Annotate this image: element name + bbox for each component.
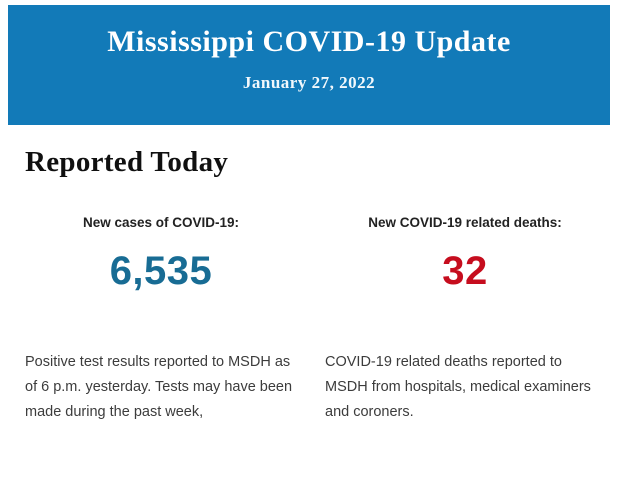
stat-label-new-cases: New cases of COVID-19: — [82, 215, 240, 230]
header-date: January 27, 2022 — [242, 73, 376, 92]
section-heading: Reported Today — [25, 146, 229, 178]
stat-label-deaths: New COVID-19 related deaths: — [368, 215, 562, 230]
stat-card-new-cases: New cases of COVID-19: 6,535 Positive te… — [25, 213, 297, 425]
stat-value-new-cases: 6,535 — [109, 249, 213, 293]
page-title: Mississippi COVID-19 Update — [107, 25, 511, 58]
header-banner: Mississippi COVID-19 Update January 27, … — [8, 5, 610, 125]
stat-value-deaths: 32 — [442, 249, 488, 293]
stat-description-new-cases: Positive test results reported to MSDH a… — [25, 354, 293, 420]
stat-description-deaths: COVID-19 related deaths reported to MSDH… — [325, 354, 591, 420]
stats-row: New cases of COVID-19: 6,535 Positive te… — [25, 213, 605, 425]
main-content: Reported Today New cases of COVID-19: 6,… — [0, 144, 620, 425]
stat-card-deaths: New COVID-19 related deaths: 32 COVID-19… — [325, 213, 605, 425]
